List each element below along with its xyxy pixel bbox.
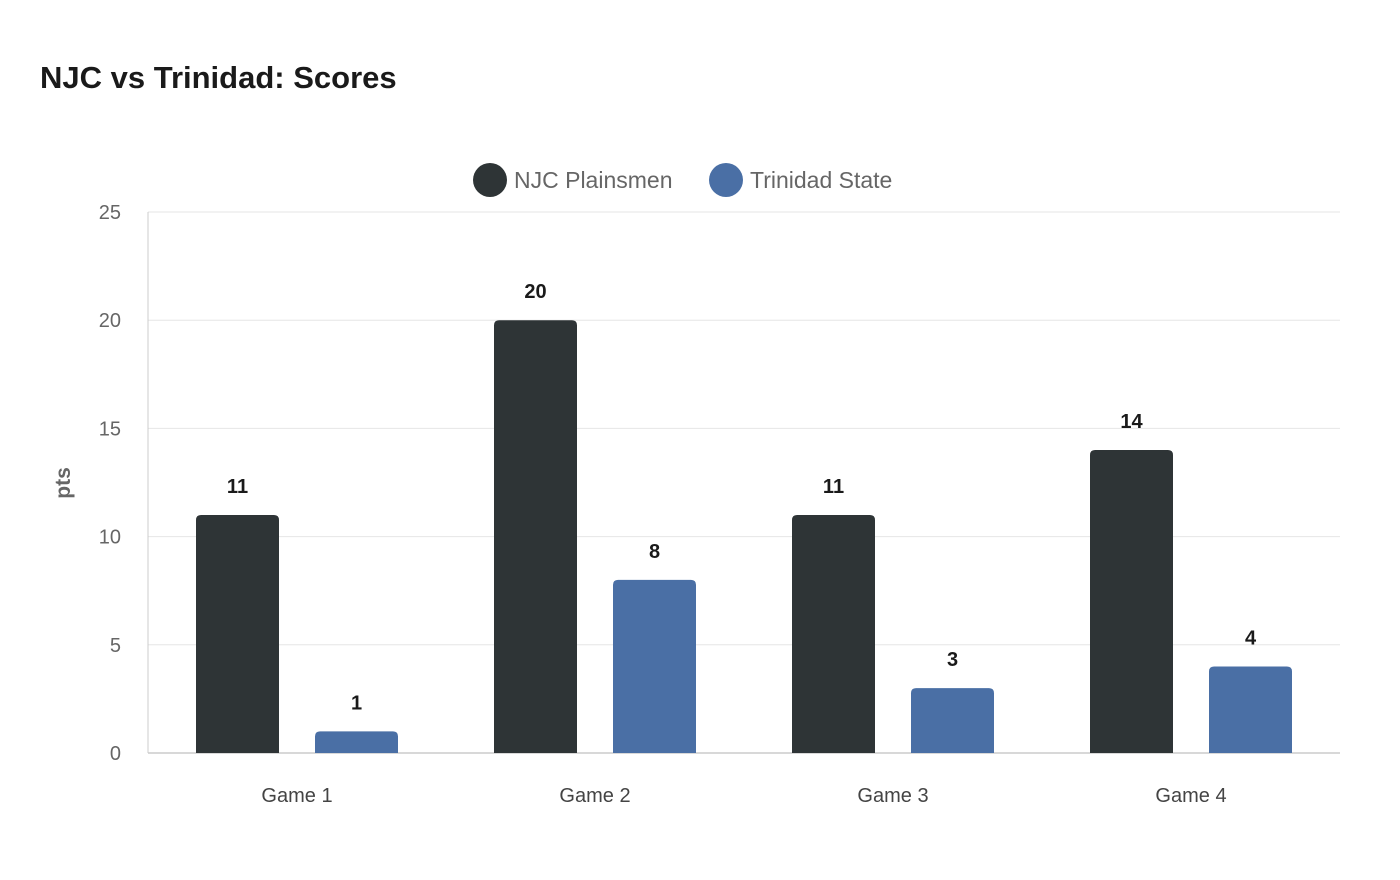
legend-label: Trinidad State — [750, 167, 892, 193]
bar-njc-game-4 — [1090, 450, 1173, 753]
category-labels: Game 1 Game 2 Game 3 Game 4 — [261, 785, 1226, 807]
data-label: 1 — [351, 692, 362, 714]
legend: NJC Plainsmen Trinidad State — [473, 163, 892, 197]
bar-njc-game-3 — [792, 514, 875, 753]
y-axis-title: pts — [52, 467, 75, 499]
y-tick-label: 0 — [110, 743, 121, 765]
bars — [196, 320, 1292, 753]
legend-label: NJC Plainsmen — [514, 167, 673, 193]
y-tick-label: 15 — [99, 418, 121, 440]
bar-trinidad-game-1 — [315, 731, 398, 753]
data-label: 3 — [947, 649, 958, 671]
chart-title: NJC vs Trinidad: Scores — [40, 60, 397, 95]
legend-swatch — [473, 163, 507, 197]
data-label: 8 — [649, 541, 660, 563]
y-tick-label: 5 — [110, 635, 121, 657]
x-category-label: Game 3 — [857, 785, 928, 807]
legend-item[interactable]: Trinidad State — [709, 163, 892, 197]
x-category-label: Game 1 — [261, 785, 332, 807]
data-label: 11 — [823, 476, 844, 498]
x-category-label: Game 2 — [559, 785, 630, 807]
bar-trinidad-game-4 — [1209, 666, 1292, 753]
bar-njc-game-1 — [196, 514, 279, 753]
legend-swatch — [709, 163, 743, 197]
data-label: 14 — [1120, 411, 1143, 433]
data-label: 20 — [524, 281, 546, 303]
y-tick-label: 20 — [99, 310, 121, 332]
x-category-label: Game 4 — [1155, 785, 1226, 807]
y-tick-label: 25 — [99, 202, 121, 224]
legend-item[interactable]: NJC Plainsmen — [473, 163, 673, 197]
y-tick-label: 10 — [99, 527, 121, 549]
data-label: 11 — [227, 476, 248, 498]
y-tick-labels: 0 5 10 15 20 25 — [99, 202, 121, 765]
bar-trinidad-game-3 — [911, 688, 994, 753]
data-label: 4 — [1245, 627, 1257, 649]
bar-trinidad-game-2 — [613, 579, 696, 753]
bar-njc-game-2 — [494, 320, 577, 753]
